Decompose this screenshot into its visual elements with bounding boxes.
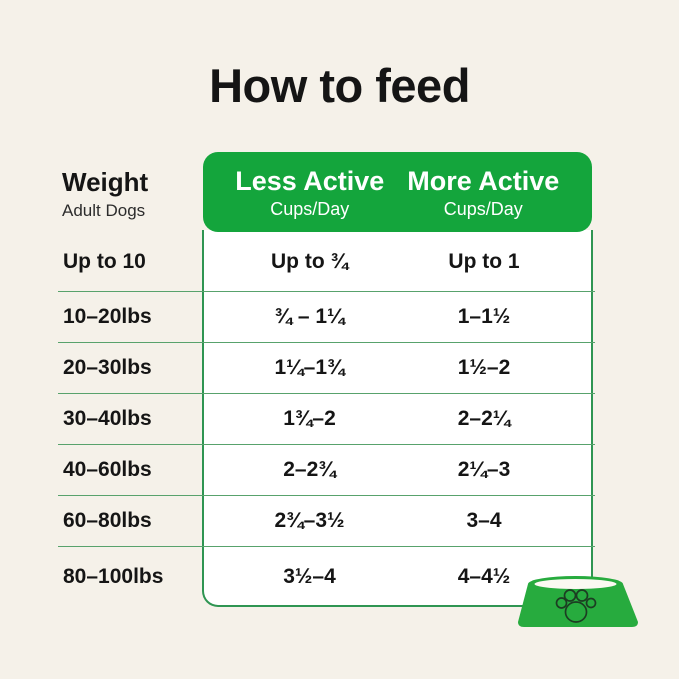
- weight-label: Up to 10: [63, 249, 146, 273]
- more-active-value: 2–2¼: [457, 407, 511, 430]
- more-active-value: 2¼–3: [457, 458, 511, 481]
- feeding-table: Up to 10 Up to ¾ Up to 1 10–20lbs ¾ – 1¼…: [58, 232, 595, 606]
- dog-bowl-icon: [518, 576, 638, 627]
- weight-label: 20–30lbs: [63, 356, 152, 379]
- weight-label: 40–60lbs: [63, 458, 152, 481]
- less-active-label: Less Active: [235, 166, 385, 197]
- table-row: 20–30lbs 1¼–1¾ 1½–2: [58, 343, 595, 394]
- less-active-value: 2¾–3½: [274, 509, 345, 532]
- less-active-value: 2–2¾: [283, 458, 336, 481]
- weight-column-header: Weight Adult Dogs: [62, 168, 148, 221]
- weight-label: 10–20lbs: [63, 305, 152, 328]
- weight-header-title: Weight: [62, 167, 149, 197]
- paw-print-icon: [555, 589, 597, 623]
- table-row: 40–60lbs 2–2¾ 2¼–3: [58, 445, 595, 496]
- more-active-value: Up to 1: [448, 249, 520, 273]
- more-active-label: More Active: [407, 166, 560, 197]
- less-active-column-header: Less Active Cups/Day: [203, 152, 397, 232]
- more-active-column-header: More Active Cups/Day: [397, 152, 593, 232]
- less-active-value: ¾ – 1¼: [274, 305, 345, 328]
- weight-header-subtitle: Adult Dogs: [62, 200, 146, 220]
- table-row: 10–20lbs ¾ – 1¼ 1–1½: [58, 292, 595, 343]
- activity-columns-header: Less Active Cups/Day More Active Cups/Da…: [203, 152, 592, 232]
- less-active-value: Up to ¾: [271, 249, 348, 273]
- weight-label: 30–40lbs: [63, 407, 152, 430]
- weight-label: 60–80lbs: [63, 509, 152, 532]
- table-row: Up to 10 Up to ¾ Up to 1: [58, 232, 595, 292]
- more-active-value: 4–4½: [457, 564, 511, 588]
- page-title: How to feed: [209, 59, 470, 112]
- more-active-value: 1½–2: [457, 356, 511, 379]
- table-body-panel: [202, 230, 593, 607]
- more-active-sublabel: Cups/Day: [443, 198, 523, 219]
- less-active-value: 1¾–2: [283, 407, 336, 430]
- table-row: 30–40lbs 1¾–2 2–2¼: [58, 394, 595, 445]
- less-active-sublabel: Cups/Day: [270, 198, 350, 219]
- more-active-value: 1–1½: [457, 305, 511, 328]
- table-row: 80–100lbs 3½–4 4–4½: [58, 547, 595, 606]
- weight-label: 80–100lbs: [63, 564, 164, 588]
- less-active-value: 1¼–1¾: [274, 356, 345, 379]
- table-row: 60–80lbs 2¾–3½ 3–4: [58, 496, 595, 547]
- less-active-value: 3½–4: [283, 564, 336, 588]
- more-active-value: 3–4: [466, 509, 502, 532]
